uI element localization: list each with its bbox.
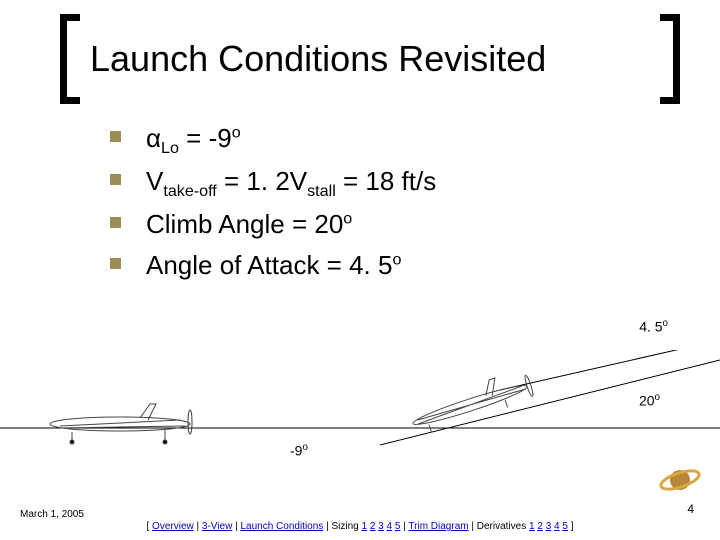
page-title: Launch Conditions Revisited [60,30,680,88]
aoa-line [500,350,720,390]
label-incidence: -9o [290,442,308,459]
aircraft-climb-icon [407,368,535,437]
bracket-left-icon [60,14,80,104]
label-text: -9 [290,443,302,459]
footer-date: March 1, 2005 [20,509,84,520]
bullet-text: = 1. 2V [217,166,307,196]
bullet-text: Angle of Attack = 4. 5 [146,250,392,280]
bullet-vtakeoff: Vtake-off = 1. 2Vstall = 18 ft/s [110,161,720,204]
title-wrap: Launch Conditions Revisited [60,30,680,88]
nav-sizing-5-link[interactable]: 5 [395,521,401,532]
team-logo-icon [658,458,702,502]
label-text: 4. 5 [639,319,662,335]
nav-text: ] [571,521,574,532]
bullet-list: αLo = -9o Vtake-off = 1. 2Vstall = 18 ft… [110,118,720,285]
bullet-alpha: αLo = -9o [110,118,720,161]
degree-icon: o [232,123,241,141]
nav-deriv-4-link[interactable]: 4 [554,521,560,532]
footer-nav: [ Overview | 3-View | Launch Conditions … [0,521,720,532]
aircraft-ground-icon [50,404,192,444]
degree-icon: o [392,250,401,268]
degree-icon: o [302,442,307,453]
diagram-svg [0,350,720,480]
footer-page-number: 4 [687,502,694,516]
degree-icon: o [343,210,352,228]
degree-icon: o [655,392,660,403]
bullet-aoa: Angle of Attack = 4. 5o [110,245,720,285]
nav-trim-link[interactable]: Trim Diagram [408,521,468,532]
nav-sizing-2-link[interactable]: 2 [370,521,376,532]
nav-3view-link[interactable]: 3-View [202,521,232,532]
nav-deriv-3-link[interactable]: 3 [546,521,552,532]
degree-icon: o [663,318,668,329]
bullet-text: Climb Angle = 20 [146,209,343,239]
nav-launch-link[interactable]: Launch Conditions [240,521,323,532]
bullet-text: = -9 [179,123,232,153]
label-text: 20 [639,393,655,409]
climb-path-line [380,360,720,445]
nav-sizing-4-link[interactable]: 4 [387,521,393,532]
bullet-sub: take-off [163,182,216,200]
bullet-sub: Lo [161,139,179,157]
nav-deriv-2-link[interactable]: 2 [537,521,543,532]
label-climb: 20o [639,392,660,409]
nav-text: | Derivatives [471,521,529,532]
bullet-text: V [146,166,163,196]
bullet-text: = 18 ft/s [336,166,436,196]
bracket-right-icon [660,14,680,104]
nav-overview-link[interactable]: Overview [152,521,194,532]
bullet-sub: stall [307,182,336,200]
label-aoa: 4. 5o [639,318,668,335]
nav-text: | Sizing [326,521,361,532]
nav-sizing-3-link[interactable]: 3 [378,521,384,532]
bullet-text: α [146,123,161,153]
nav-deriv-1-link[interactable]: 1 [529,521,535,532]
bullet-climb: Climb Angle = 20o [110,204,720,244]
launch-diagram: 4. 5o 20o -9o [0,350,720,480]
nav-sizing-1-link[interactable]: 1 [361,521,367,532]
nav-deriv-5-link[interactable]: 5 [562,521,568,532]
